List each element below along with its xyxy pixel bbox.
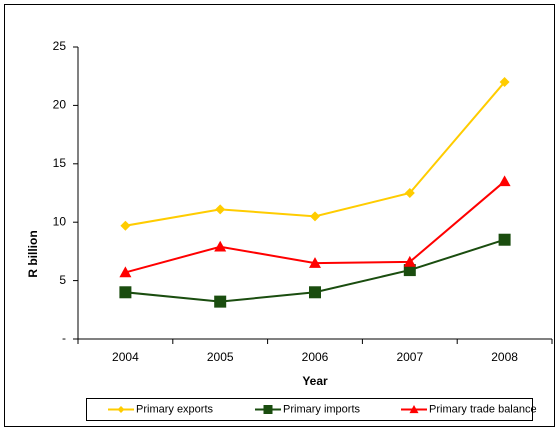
chart-frame: [4, 4, 555, 427]
legend-marker: [409, 405, 419, 414]
x-tick-label: 2007: [396, 350, 423, 364]
y-tick-label: 15: [53, 156, 67, 170]
marker: [215, 204, 226, 215]
marker: [120, 220, 131, 231]
legend-marker: [117, 406, 125, 413]
y-tick-label: 5: [59, 273, 66, 287]
marker: [498, 233, 511, 246]
y-tick-label: 25: [53, 39, 67, 53]
x-tick-label: 2006: [302, 350, 329, 364]
marker: [309, 257, 321, 268]
x-tick-label: 2005: [207, 350, 234, 364]
x-tick-label: 2008: [491, 350, 518, 364]
x-tick-label: 2004: [112, 350, 139, 364]
marker: [403, 255, 416, 267]
marker: [498, 175, 511, 187]
marker: [403, 264, 416, 277]
marker: [119, 266, 132, 278]
marker: [404, 188, 415, 198]
legend-label: Primary imports: [283, 403, 361, 415]
legend-box: [86, 398, 533, 421]
y-tick-label: 20: [53, 98, 67, 112]
marker: [214, 295, 227, 308]
legend-label: Primary trade balance: [429, 403, 537, 415]
legend-marker: [263, 405, 273, 414]
marker: [309, 286, 321, 299]
marker: [310, 211, 320, 222]
y-tick-label: -: [62, 331, 66, 345]
legend-label: Primary exports: [136, 403, 214, 415]
y-tick-label: 10: [53, 214, 67, 228]
marker: [499, 77, 510, 88]
x-axis-title: Year: [302, 374, 328, 388]
marker: [214, 240, 227, 252]
marker: [119, 286, 132, 299]
y-axis-title: R billion: [26, 230, 40, 277]
